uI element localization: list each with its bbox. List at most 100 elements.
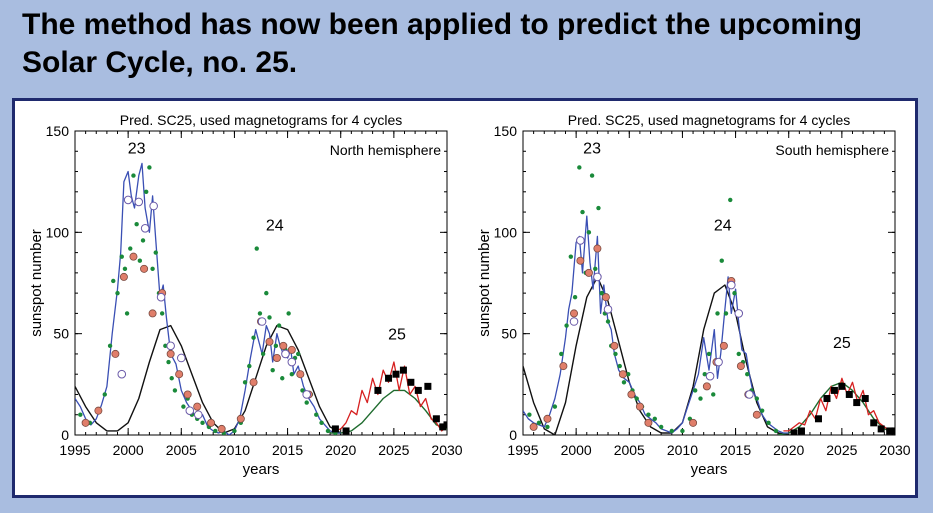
scatter-dot	[280, 376, 285, 381]
red-circle-marker	[175, 370, 184, 379]
scatter-dot	[669, 428, 674, 434]
scatter-dot	[586, 230, 592, 235]
square-marker	[814, 415, 822, 423]
square-marker	[838, 382, 846, 390]
scatter-dot	[166, 359, 171, 365]
chart-south: Pred. SC25, used magnetograms for 4 cycl…	[476, 112, 911, 478]
scatter-dot	[536, 420, 542, 426]
scatter-dot	[577, 165, 582, 170]
scatter-dot	[621, 380, 627, 385]
scatter-dot	[728, 197, 733, 203]
scatter-dot	[617, 363, 622, 369]
red-circle-marker	[601, 293, 610, 302]
scatter-dot	[711, 392, 716, 397]
scatter-dot	[319, 420, 324, 426]
observed-sunspot-line	[75, 162, 341, 435]
red-circle-marker	[593, 244, 602, 253]
square-marker	[830, 386, 838, 394]
red-circle-marker	[543, 414, 552, 423]
scatter-dot	[766, 420, 771, 426]
red-circle-marker	[689, 418, 698, 427]
scatter-dot	[270, 367, 275, 373]
scatter-dot	[658, 424, 664, 430]
plot-frame	[74, 130, 448, 436]
square-marker	[823, 395, 831, 403]
white-circle-marker	[302, 390, 312, 399]
white-circle-marker	[576, 236, 585, 245]
plot-area	[523, 165, 895, 435]
red-circle-marker	[183, 390, 192, 399]
scatter-dot	[715, 311, 720, 316]
square-marker	[392, 370, 400, 378]
y-tick-label: 0	[61, 427, 69, 443]
white-circle-marker	[603, 305, 613, 314]
y-tick-label: 100	[494, 224, 518, 240]
scatter-dot	[144, 189, 149, 194]
x-tick-label: 2025	[378, 442, 409, 458]
chart-north: Pred. SC25, used magnetograms for 4 cycl…	[28, 112, 463, 478]
scatter-dot	[140, 238, 146, 243]
scatter-dot	[564, 323, 569, 328]
scatter-dot	[242, 380, 248, 385]
square-marker	[891, 427, 895, 435]
red-circle-marker	[249, 378, 258, 387]
red-circle-marker	[618, 370, 627, 379]
white-circle-marker	[185, 406, 195, 415]
white-circle-marker	[705, 371, 715, 381]
x-tick-label: 1995	[59, 442, 90, 458]
red-circle-marker	[752, 410, 761, 419]
white-circle-marker	[593, 272, 602, 282]
hemisphere-label: North hemisphere	[330, 142, 441, 158]
model-fit-green-line	[330, 389, 447, 434]
white-circle-marker	[569, 317, 579, 326]
square-marker	[853, 399, 861, 407]
x-tick-label: 2005	[166, 442, 197, 458]
square-marker	[385, 374, 393, 382]
scatter-dot	[115, 290, 120, 296]
scatter-dot	[111, 278, 116, 284]
x-axis-label: years	[691, 461, 728, 478]
red-circle-marker	[576, 256, 585, 265]
chart-figure: Pred. SC25, used magnetograms for 4 cycl…	[28, 112, 911, 478]
red-circle-marker	[719, 341, 728, 350]
x-tick-label: 2015	[272, 442, 303, 458]
white-circle-marker	[140, 223, 150, 233]
x-tick-label: 2030	[879, 442, 910, 458]
y-tick-label: 150	[46, 123, 70, 139]
red-circle-marker	[279, 341, 288, 350]
chart-title: Pred. SC25, used magnetograms for 4 cycl…	[120, 112, 402, 128]
scatter-dot	[527, 412, 532, 417]
observed-sunspot-line	[523, 215, 789, 434]
red-circle-marker	[559, 362, 568, 371]
white-circle-marker	[714, 357, 723, 367]
scatter-dot	[147, 165, 152, 170]
y-tick-label: 50	[501, 326, 517, 342]
y-tick-label: 0	[509, 427, 517, 443]
slide-title-line-1: The method has now been applied to predi…	[22, 8, 863, 41]
white-circle-marker	[123, 195, 133, 205]
scatter-dot	[286, 311, 291, 316]
scatter-dot	[572, 294, 578, 300]
hemisphere-label: South hemisphere	[775, 142, 889, 158]
square-marker	[861, 395, 869, 403]
scatter-dot	[257, 311, 263, 316]
red-circle-marker	[217, 424, 226, 433]
x-tick-label: 1995	[507, 442, 538, 458]
x-tick-label: 2000	[561, 442, 592, 458]
red-circle-marker	[635, 402, 644, 411]
scatter-dot	[646, 412, 651, 417]
red-circle-marker	[119, 272, 128, 281]
scatter-dot	[300, 388, 305, 393]
red-circle-marker	[81, 418, 90, 427]
scatter-dot	[605, 319, 611, 324]
red-circle-marker	[570, 309, 579, 318]
scatter-dot	[754, 396, 760, 401]
scatter-dot	[599, 290, 604, 296]
scatter-dot	[580, 209, 585, 215]
white-circle-marker	[257, 317, 267, 326]
red-circle-marker	[702, 382, 711, 391]
square-marker	[845, 390, 853, 398]
x-tick-label: 2030	[431, 442, 462, 458]
red-circle-marker	[265, 337, 274, 346]
scatter-dot	[692, 388, 698, 393]
